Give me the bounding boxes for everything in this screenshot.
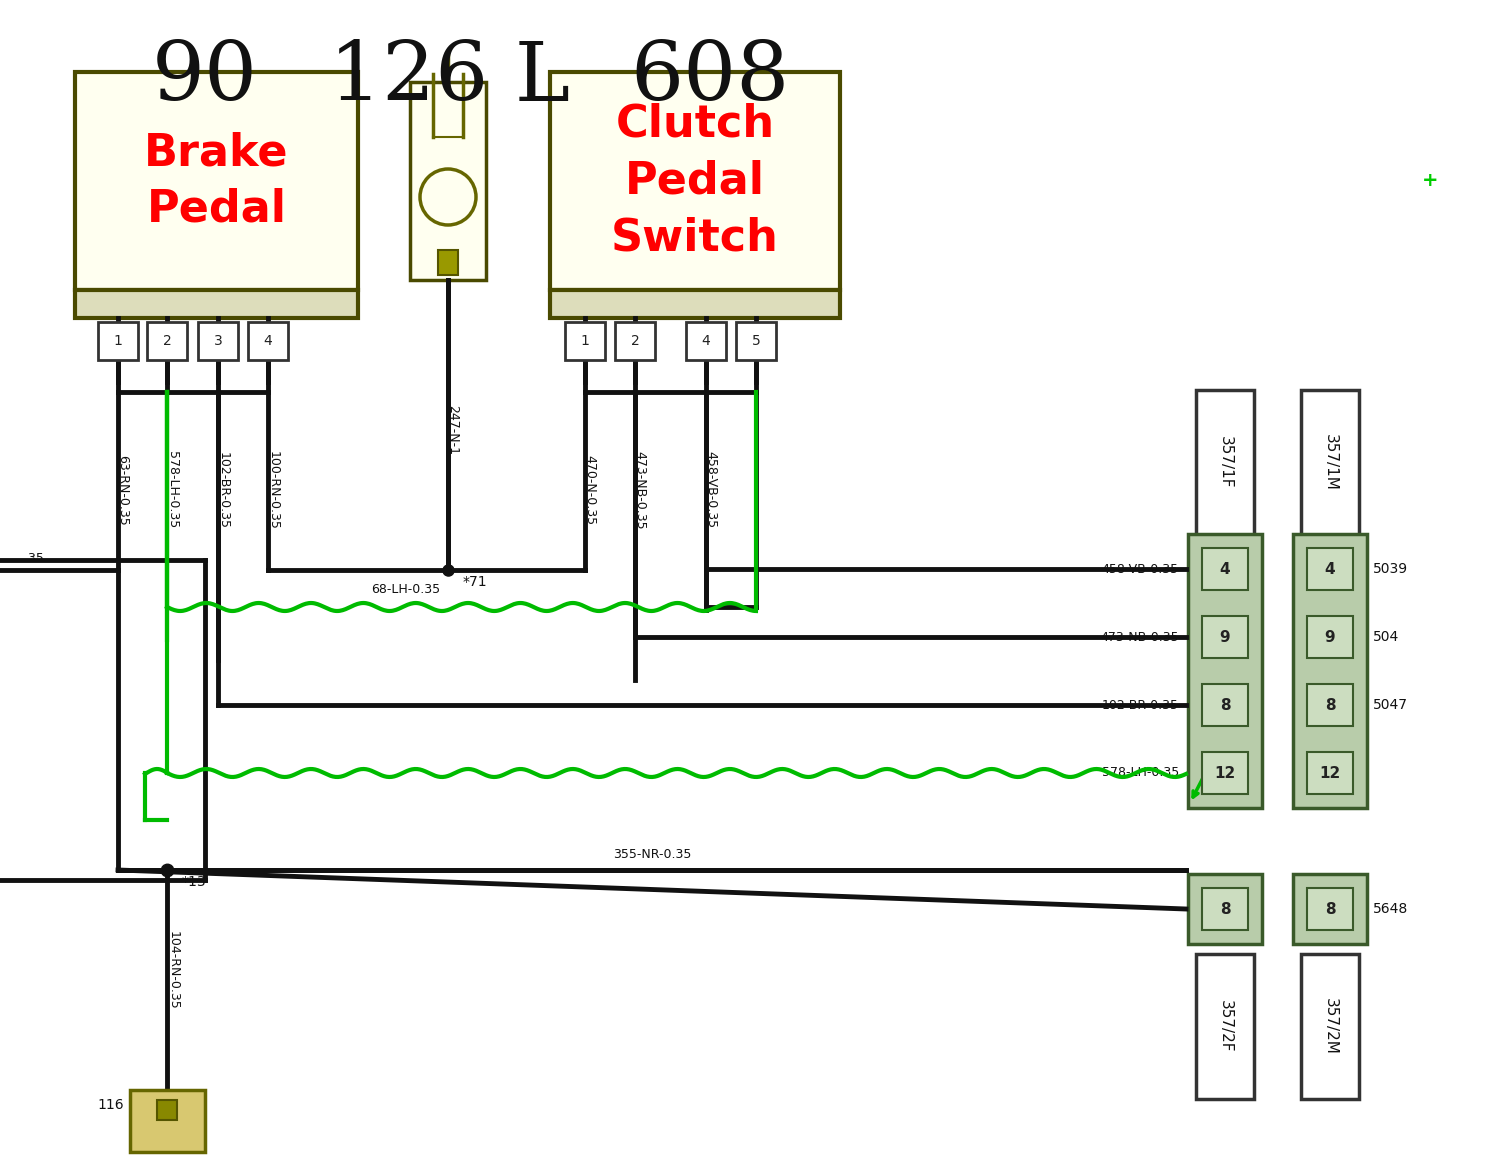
Bar [1197,390,1253,535]
Bar [130,1090,205,1153]
Bar [737,322,775,361]
Text: 8: 8 [1325,901,1336,916]
Text: 470-N-0.35: 470-N-0.35 [584,455,596,525]
Bar [1203,684,1247,726]
Bar [1292,875,1367,944]
Bar [157,1100,176,1120]
Bar [1307,889,1354,930]
Text: 102-BR-0.35: 102-BR-0.35 [217,451,230,528]
Bar [550,290,840,317]
Text: 2: 2 [630,334,639,348]
Text: 8: 8 [1219,901,1231,916]
Text: 458-VB-0.35: 458-VB-0.35 [705,451,717,528]
Text: 100-RN-0.35: 100-RN-0.35 [266,450,279,529]
Text: 458-VB-0.35: 458-VB-0.35 [1103,563,1179,576]
Bar [1307,616,1354,658]
Text: 4: 4 [702,334,710,348]
Text: 5: 5 [751,334,760,348]
Text: 5039: 5039 [1373,562,1409,576]
Text: 357/1F: 357/1F [1218,436,1233,488]
Text: 357/1M: 357/1M [1322,434,1337,491]
Bar [616,322,654,361]
Bar [75,72,359,290]
Text: 63-RN-0.35: 63-RN-0.35 [117,455,130,526]
Text: 473-NB-0.35: 473-NB-0.35 [633,451,647,529]
Bar [248,322,288,361]
Text: 4: 4 [263,334,272,348]
Text: 357/2F: 357/2F [1218,1000,1233,1053]
Text: .35: .35 [25,551,45,564]
Text: +: + [1422,171,1439,190]
Text: 116: 116 [99,1098,124,1112]
Text: 2: 2 [163,334,172,348]
Text: 355-NR-0.35: 355-NR-0.35 [613,849,692,862]
Text: Brake
Pedal: Brake Pedal [145,131,288,230]
Bar [550,72,840,290]
Text: 102-BR-0.35: 102-BR-0.35 [1103,699,1179,712]
Text: 104-RN-0.35: 104-RN-0.35 [166,930,179,1009]
Text: 473-NB-0.35: 473-NB-0.35 [1101,630,1179,643]
Text: Clutch
Pedal
Switch: Clutch Pedal Switch [611,102,778,259]
Bar [199,322,238,361]
Text: 9: 9 [1325,629,1336,644]
Bar [99,322,137,361]
Bar [75,290,359,317]
Bar [1203,889,1247,930]
Bar [1197,954,1253,1099]
Text: 8: 8 [1219,698,1231,713]
Text: 12: 12 [1319,765,1340,780]
Text: 608: 608 [630,38,790,117]
Bar [686,322,726,361]
Bar [438,250,459,274]
Bar [1307,752,1354,794]
Bar [1188,875,1262,944]
Bar [1203,752,1247,794]
Text: 504: 504 [1373,630,1400,644]
Text: 5648: 5648 [1373,902,1409,916]
Bar [1203,616,1247,658]
Text: 126 L: 126 L [330,38,571,117]
Text: 8: 8 [1325,698,1336,713]
Text: 5047: 5047 [1373,698,1407,712]
Text: 1: 1 [581,334,590,348]
Text: 357/2M: 357/2M [1322,998,1337,1055]
Text: 1: 1 [114,334,123,348]
Text: *13: *13 [182,875,206,889]
Bar [1307,548,1354,590]
Text: 3: 3 [214,334,223,348]
Text: 12: 12 [1215,765,1236,780]
Text: 4: 4 [1325,562,1336,577]
Text: 9: 9 [1219,629,1231,644]
Bar [1301,390,1360,535]
Text: 90: 90 [152,38,258,117]
Bar [146,322,187,361]
Bar [1203,548,1247,590]
Text: 4: 4 [1219,562,1231,577]
Bar [1292,534,1367,808]
Text: 68-LH-0.35: 68-LH-0.35 [372,583,441,595]
Bar [409,83,486,280]
Text: 578-LH-0.35: 578-LH-0.35 [1101,766,1179,779]
Bar [1188,534,1262,808]
Bar [1301,954,1360,1099]
Text: *71: *71 [463,575,487,588]
Text: 578-LH-0.35: 578-LH-0.35 [166,451,178,529]
Text: 247-N-1: 247-N-1 [447,405,460,455]
Bar [1307,684,1354,726]
Bar [565,322,605,361]
